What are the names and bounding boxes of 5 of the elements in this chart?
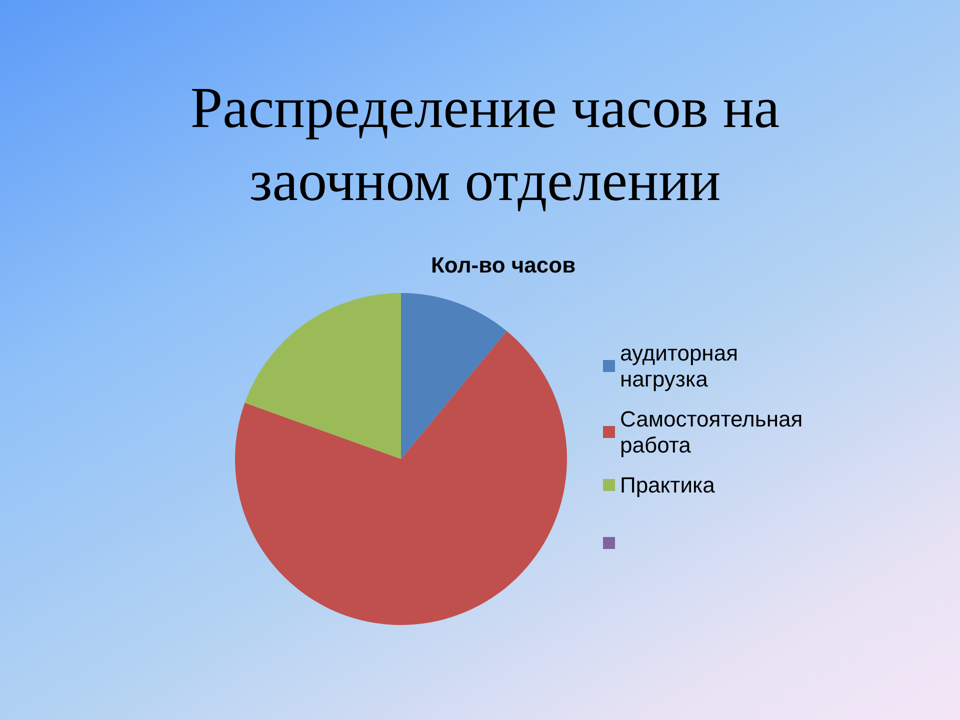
chart-subtitle: Кол-во часов — [431, 252, 576, 278]
legend-label: Практика — [620, 472, 716, 498]
legend-label: Самостоятельная работа — [620, 406, 809, 458]
chart-title: Распределение часов на заочном отделении — [189, 74, 781, 215]
legend-label: аудиторная нагрузка — [620, 340, 744, 392]
